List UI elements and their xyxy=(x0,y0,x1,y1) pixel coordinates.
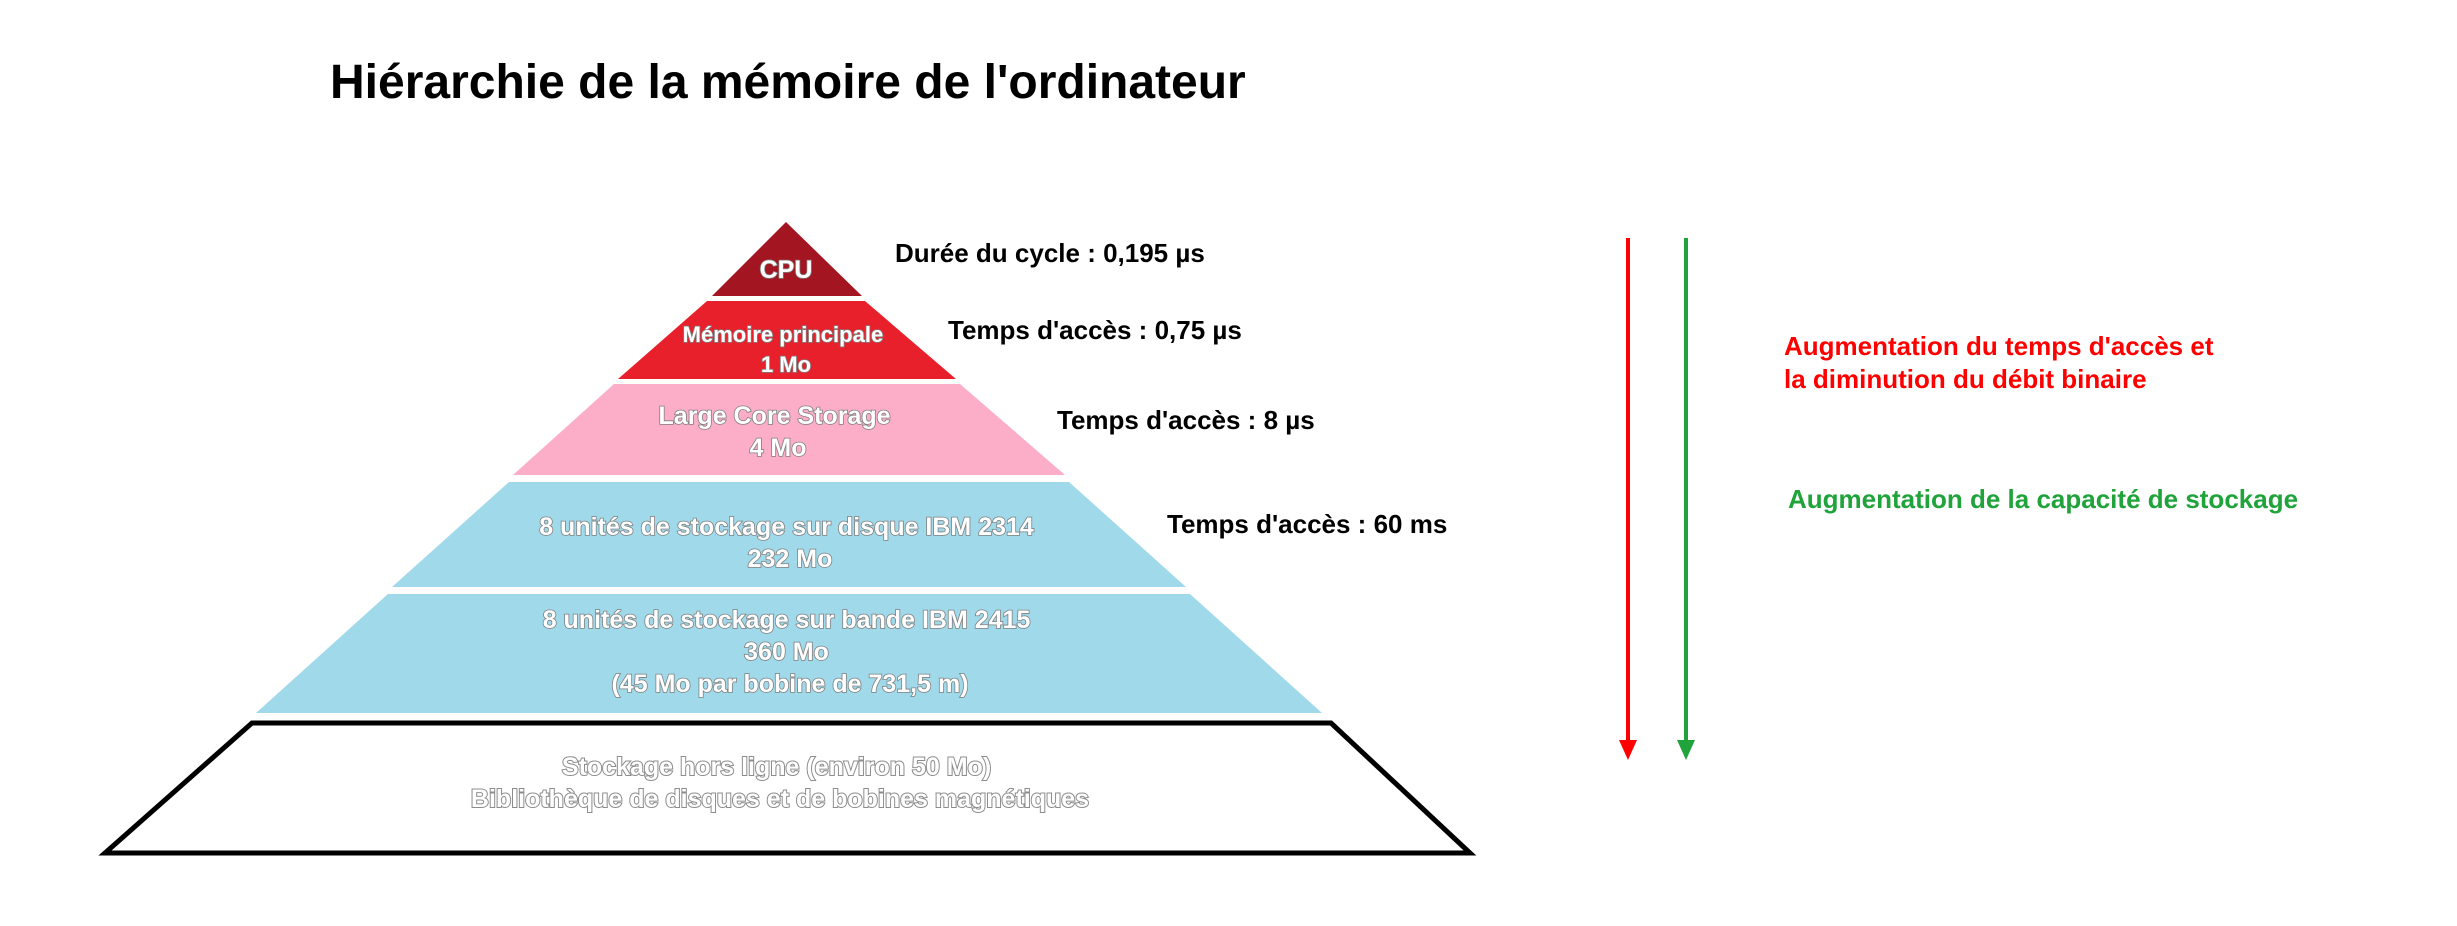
down-arrow-icon xyxy=(1677,740,1695,760)
layer-tape-storage-shape xyxy=(256,594,1322,713)
layer-main-memory-label: Mémoire principale 1 Mo xyxy=(683,322,890,377)
layer-large-core-storage: Large Core Storage 4 Mo xyxy=(513,384,1065,475)
layer-disk-storage: 8 unités de stockage sur disque IBM 2314… xyxy=(392,482,1186,587)
disk-storage-access-time-label: Temps d'accès : 60 ms xyxy=(1167,509,1447,539)
layer-cpu: CPU xyxy=(712,222,862,296)
layer-tape-storage: 8 unités de stockage sur bande IBM 2415 … xyxy=(256,594,1322,713)
main-memory-access-time-label: Temps d'accès : 0,75 µs xyxy=(948,315,1242,345)
layer-large-core-storage-label: Large Core Storage 4 Mo xyxy=(659,402,898,462)
capacity-arrow xyxy=(1677,238,1695,760)
access-time-legend: Augmentation du temps d'accès et la dimi… xyxy=(1784,331,2221,394)
layer-cpu-label: CPU xyxy=(760,256,813,284)
layer-disk-storage-shape xyxy=(392,482,1186,587)
page-title: Hiérarchie de la mémoire de l'ordinateur xyxy=(330,56,1246,109)
layer-offline-storage-shape xyxy=(98,720,1477,856)
cpu-cycle-time-label: Durée du cycle : 0,195 µs xyxy=(895,238,1205,268)
layer-main-memory-shape xyxy=(618,301,956,379)
legend: Augmentation du temps d'accès et la dimi… xyxy=(1619,238,2298,760)
layer-tape-storage-label: 8 unités de stockage sur bande IBM 2415 … xyxy=(543,606,1038,698)
access-time-arrow xyxy=(1619,238,1637,760)
large-core-storage-access-time-label: Temps d'accès : 8 µs xyxy=(1057,405,1315,435)
layer-main-memory: Mémoire principale 1 Mo xyxy=(618,301,956,379)
layer-large-core-storage-shape xyxy=(513,384,1065,475)
down-arrow-icon xyxy=(1619,740,1637,760)
layer-offline-storage-label: Stockage hors ligne (environ 50 Mo) Bibl… xyxy=(471,753,1089,813)
layer-disk-storage-label: 8 unités de stockage sur disque IBM 2314… xyxy=(539,513,1041,573)
layer-offline-storage: Stockage hors ligne (environ 50 Mo) Bibl… xyxy=(98,720,1477,856)
capacity-legend: Augmentation de la capacité de stockage xyxy=(1788,484,2298,514)
timing-labels: Durée du cycle : 0,195 µs Temps d'accès … xyxy=(895,238,1447,539)
layer-cpu-shape xyxy=(712,222,862,296)
pyramid: CPU Mémoire principale 1 Mo Large Core S… xyxy=(98,222,1477,856)
